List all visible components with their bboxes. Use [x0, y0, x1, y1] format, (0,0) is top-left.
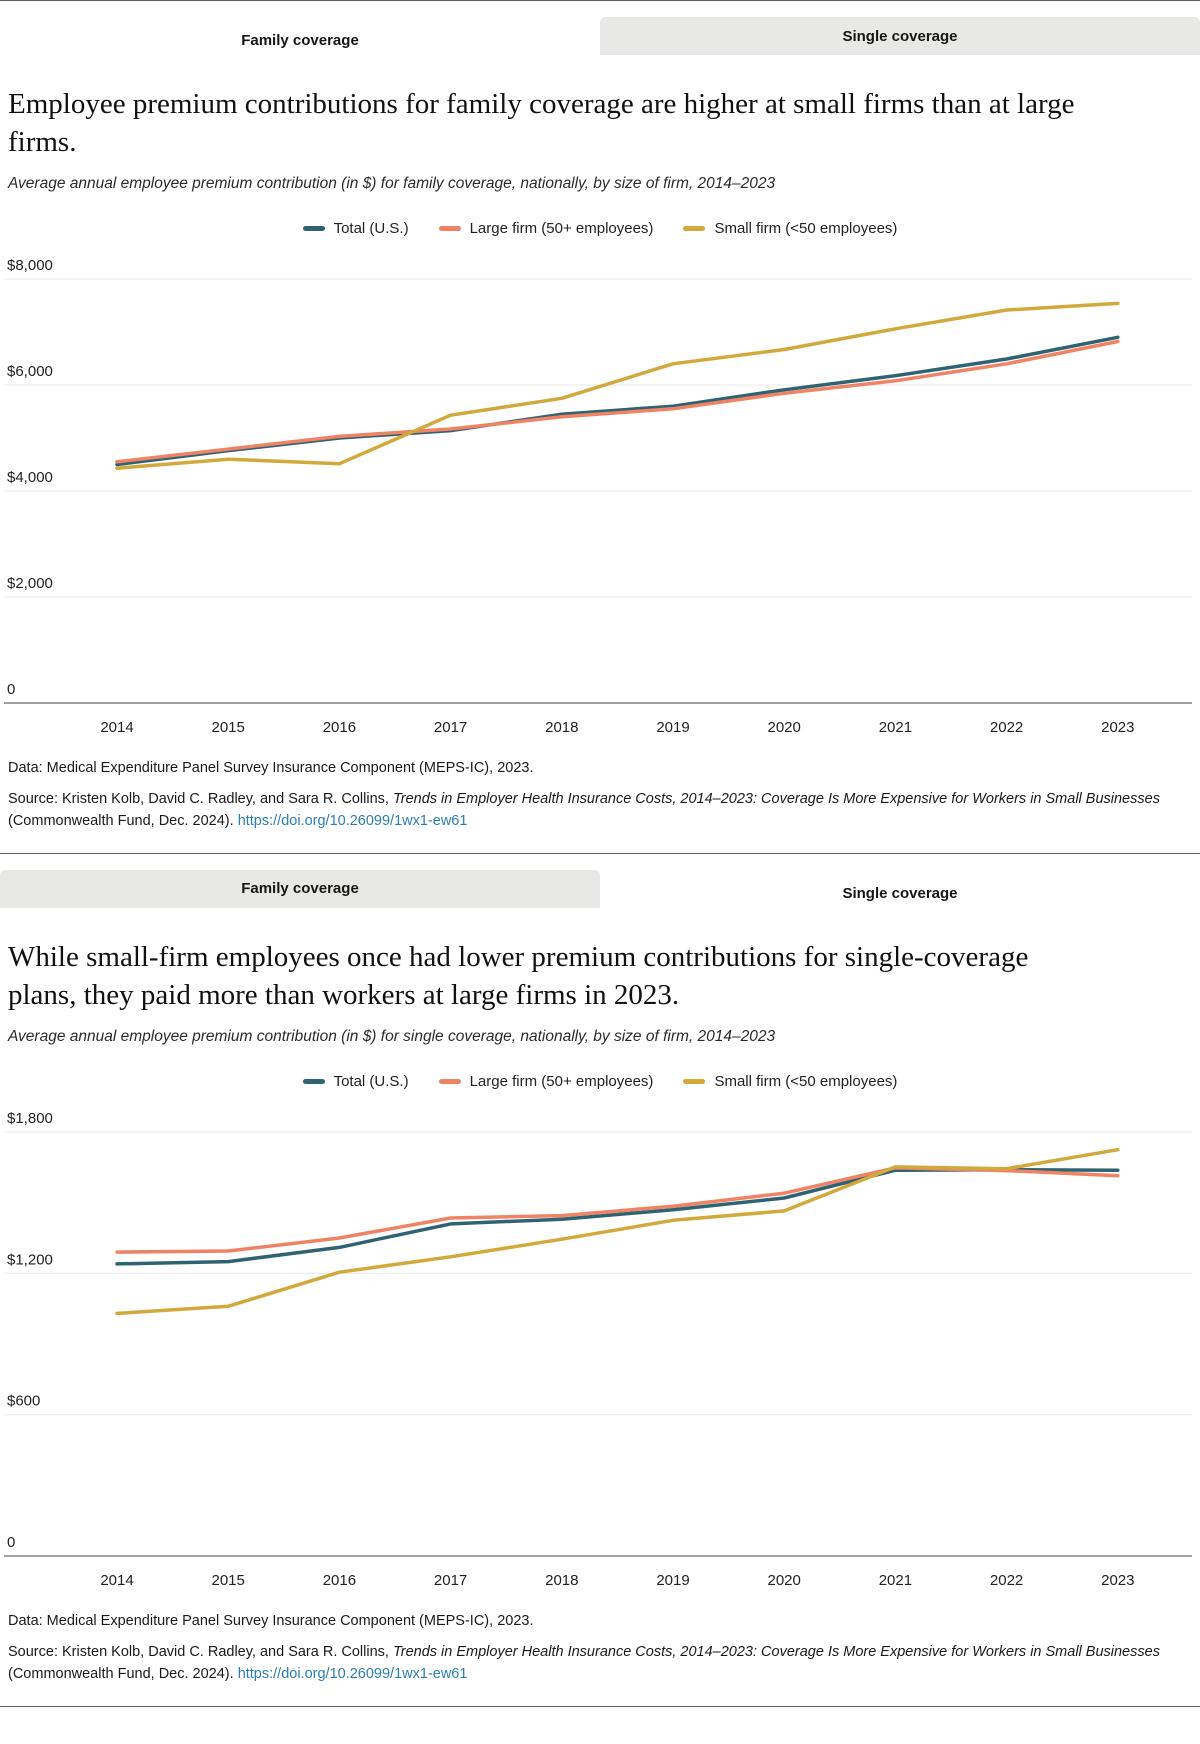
coverage-tabbar-2: Family coverage Single coverage	[0, 869, 1200, 917]
legend-swatch-total	[302, 226, 325, 232]
x-tick-label-2014: 2014	[100, 1572, 133, 1589]
chart-subtitle: Average annual employee premium contribu…	[8, 175, 776, 193]
y-tick-label-6000: $6,000	[7, 363, 53, 380]
tab-single-label-2: Single coverage	[842, 884, 958, 902]
series-line-small	[115, 1148, 1120, 1316]
series-line-large	[115, 340, 1120, 464]
tab-single-label: Single coverage	[842, 27, 958, 45]
series-line-total	[115, 1168, 1120, 1266]
legend-swatch-small	[683, 1079, 706, 1085]
y-tick-label-600: $600	[7, 1393, 40, 1410]
chart-title-2: While small-firm employees once had lowe…	[8, 940, 1029, 1011]
x-tick-label-2022: 2022	[990, 1572, 1023, 1589]
data-note: Data: Medical Expenditure Panel Survey I…	[8, 760, 534, 777]
legend-swatch-total	[302, 1079, 325, 1085]
legend-swatch-small	[683, 226, 706, 232]
tab-family-label-2: Family coverage	[241, 880, 359, 898]
source-prefix: Source: Kristen Kolb, David C. Radley, a…	[8, 791, 393, 808]
coverage-tabbar: Family coverage Single coverage	[0, 17, 1200, 64]
source-prefix-2: Source: Kristen Kolb, David C. Radley, a…	[8, 1644, 393, 1661]
x-tick-label-2019: 2019	[656, 719, 689, 736]
data-note-2: Data: Medical Expenditure Panel Survey I…	[8, 1613, 534, 1630]
legend-label-large: Large firm (50+ employees)	[469, 220, 654, 238]
x-tick-label-2014: 2014	[100, 719, 133, 736]
family-coverage-chart: $8,000 $6,000 $4,000 $2,000 0 2014 2015 2016 201…	[4, 257, 1192, 736]
legend-item-large: Large firm (50+ employees)	[438, 220, 654, 238]
legend-item-total: Total (U.S.)	[302, 1073, 409, 1091]
tab-family-coverage[interactable]: Family coverage	[0, 17, 600, 64]
legend-label-total: Total (U.S.)	[333, 220, 409, 238]
y-tick-label-0: 0	[7, 681, 15, 698]
chart-title: Employee premium contributions for famil…	[8, 88, 1075, 158]
tab-family-coverage-2[interactable]: Family coverage	[0, 869, 600, 908]
x-tick-label-2023: 2023	[1101, 1572, 1134, 1589]
page-top-divider	[0, 0, 1200, 1]
legend-item-large: Large firm (50+ employees)	[438, 1073, 654, 1091]
tab-single-coverage[interactable]: Single coverage	[600, 17, 1200, 55]
family-coverage-section: Family coverage Single coverage Employee…	[0, 17, 1200, 853]
x-tick-label-2021: 2021	[879, 719, 912, 736]
single-coverage-section: Family coverage Single coverage While sm…	[0, 869, 1200, 1706]
x-tick-label-2022: 2022	[990, 719, 1023, 736]
source-work-title-2: Trends in Employer Health Insurance Cost…	[392, 1644, 1160, 1661]
x-tick-label-2017: 2017	[434, 719, 467, 736]
section-divider	[0, 852, 1200, 854]
source-work-title: Trends in Employer Health Insurance Cost…	[392, 791, 1160, 808]
y-tick-label-8000: $8,000	[7, 257, 53, 274]
source-suffix: (Commonwealth Fund, Dec. 2024).	[8, 813, 238, 830]
y-tick-label-1800: $1,800	[7, 1110, 53, 1127]
legend-label-small: Small firm (<50 employees)	[714, 1073, 898, 1091]
legend-label-total: Total (U.S.)	[333, 1073, 409, 1091]
y-tick-label-0: 0	[7, 1534, 15, 1551]
x-tick-label-2016: 2016	[323, 1572, 356, 1589]
legend-swatch-large	[438, 1079, 461, 1085]
single-coverage-chart: $1,800 $1,200 $600 0 2014 2015 2016 2017 2018 201…	[4, 1110, 1192, 1589]
x-tick-label-2019: 2019	[656, 1572, 689, 1589]
chart-legend-2: Total (U.S.) Large firm (50+ employees) Sm…	[0, 1073, 1200, 1090]
y-tick-label-4000: $4,000	[7, 469, 53, 486]
chart-legend: Total (U.S.) Large firm (50+ employees) Sm…	[0, 220, 1200, 237]
legend-label-large: Large firm (50+ employees)	[469, 1073, 654, 1091]
page-bottom-divider	[0, 1705, 1200, 1707]
y-tick-label-2000: $2,000	[7, 575, 53, 592]
legend-label-small: Small firm (<50 employees)	[714, 220, 898, 238]
source-doi-link-2[interactable]: https://doi.org/10.26099/1wx1-ew61	[237, 1666, 468, 1682]
legend-swatch-large	[438, 226, 461, 232]
y-tick-label-1200: $1,200	[7, 1252, 53, 1269]
source-doi-link[interactable]: https://doi.org/10.26099/1wx1-ew61	[237, 813, 468, 830]
x-tick-label-2017: 2017	[434, 1572, 467, 1589]
x-tick-label-2015: 2015	[212, 1572, 245, 1589]
x-tick-label-2018: 2018	[545, 1572, 578, 1589]
x-tick-label-2015: 2015	[212, 719, 245, 736]
chart-subtitle-2: Average annual employee premium contribu…	[8, 1028, 776, 1046]
x-tick-label-2020: 2020	[768, 719, 801, 736]
legend-item-total: Total (U.S.)	[302, 220, 409, 238]
source-citation-2: Source: Kristen Kolb, David C. Radley, a…	[0, 1642, 1200, 1706]
legend-item-small: Small firm (<50 employees)	[683, 220, 897, 237]
tab-family-label: Family coverage	[241, 32, 359, 49]
legend-item-small: Small firm (<50 employees)	[683, 1073, 897, 1090]
source-citation: Source: Kristen Kolb, David C. Radley, a…	[0, 789, 1200, 853]
x-tick-label-2016: 2016	[323, 719, 356, 736]
x-tick-label-2020: 2020	[768, 1572, 801, 1589]
series-line-large	[115, 1166, 1120, 1255]
series-line-small	[115, 302, 1120, 471]
x-tick-label-2023: 2023	[1101, 719, 1134, 736]
tab-single-coverage-2[interactable]: Single coverage	[600, 869, 1200, 917]
x-tick-label-2021: 2021	[879, 1572, 912, 1589]
source-suffix-2: (Commonwealth Fund, Dec. 2024).	[8, 1666, 238, 1682]
x-tick-label-2018: 2018	[545, 719, 578, 736]
